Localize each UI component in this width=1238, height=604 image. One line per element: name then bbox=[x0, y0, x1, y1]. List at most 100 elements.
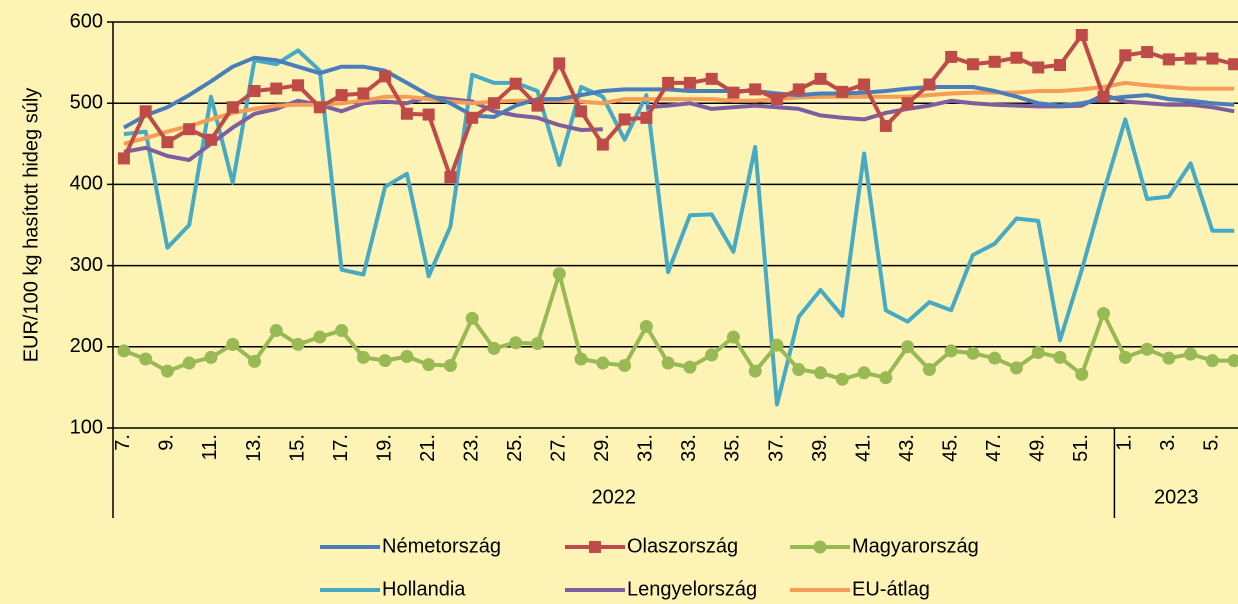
x-tick-label: 33. bbox=[678, 434, 700, 462]
marker bbox=[814, 72, 827, 85]
marker bbox=[857, 366, 871, 380]
marker bbox=[1032, 61, 1045, 74]
marker bbox=[1227, 354, 1238, 368]
marker bbox=[531, 99, 544, 112]
marker bbox=[313, 330, 327, 344]
marker bbox=[531, 337, 545, 351]
marker bbox=[945, 50, 958, 63]
marker bbox=[1228, 58, 1238, 71]
legend-label: Magyarország bbox=[852, 535, 979, 557]
legend-label: Lengyelország bbox=[627, 578, 757, 600]
marker bbox=[400, 107, 413, 120]
marker bbox=[466, 111, 479, 124]
marker bbox=[640, 111, 653, 124]
marker bbox=[575, 105, 588, 118]
x-tick-label: 5. bbox=[1201, 434, 1223, 451]
x-tick-label: 43. bbox=[896, 434, 918, 462]
marker bbox=[270, 82, 283, 95]
x-tick-label: 51. bbox=[1070, 434, 1092, 462]
marker bbox=[117, 344, 131, 358]
marker bbox=[313, 101, 326, 114]
y-tick-label: 300 bbox=[70, 254, 103, 276]
marker bbox=[944, 344, 958, 358]
x-tick-label: 29. bbox=[591, 434, 613, 462]
marker bbox=[248, 354, 262, 368]
y-tick-label: 500 bbox=[70, 91, 103, 113]
marker bbox=[966, 58, 979, 71]
marker bbox=[749, 83, 762, 96]
marker bbox=[117, 152, 130, 165]
x-tick-label: 25. bbox=[504, 434, 526, 462]
marker bbox=[1097, 307, 1111, 321]
marker bbox=[727, 86, 740, 99]
marker bbox=[792, 363, 806, 377]
marker bbox=[1010, 51, 1023, 64]
x-tick-label: 21. bbox=[417, 434, 439, 462]
marker bbox=[966, 346, 980, 360]
marker bbox=[1119, 49, 1132, 62]
marker bbox=[901, 97, 914, 110]
group-label: 2023 bbox=[1154, 486, 1199, 508]
marker bbox=[335, 324, 349, 338]
marker bbox=[204, 350, 218, 364]
marker bbox=[335, 89, 348, 102]
marker bbox=[444, 171, 457, 184]
series-line bbox=[123, 93, 1235, 162]
series-line bbox=[122, 55, 1235, 130]
x-tick-label: 23. bbox=[460, 434, 482, 462]
marker bbox=[1097, 90, 1110, 103]
x-tick-label: 15. bbox=[286, 434, 308, 462]
marker bbox=[836, 85, 849, 98]
marker bbox=[814, 366, 828, 380]
marker bbox=[443, 358, 457, 372]
marker bbox=[835, 372, 849, 386]
marker bbox=[879, 119, 892, 132]
marker bbox=[1141, 46, 1154, 59]
y-tick-label: 600 bbox=[70, 10, 103, 32]
marker bbox=[596, 356, 610, 370]
marker bbox=[356, 350, 370, 364]
marker bbox=[1009, 361, 1023, 375]
marker bbox=[879, 371, 893, 385]
marker bbox=[618, 358, 632, 372]
marker bbox=[182, 356, 196, 370]
marker bbox=[269, 324, 283, 338]
marker bbox=[662, 76, 675, 89]
marker bbox=[291, 337, 305, 351]
marker bbox=[988, 55, 1001, 68]
marker bbox=[183, 123, 196, 136]
marker bbox=[1184, 52, 1197, 65]
legend-label: Olaszország bbox=[627, 535, 738, 557]
marker bbox=[683, 76, 696, 89]
marker bbox=[770, 338, 784, 352]
marker bbox=[487, 97, 500, 110]
marker bbox=[357, 87, 370, 100]
legend-marker bbox=[813, 540, 827, 554]
marker bbox=[379, 70, 392, 83]
marker bbox=[596, 138, 609, 151]
marker bbox=[204, 133, 217, 146]
marker bbox=[726, 330, 740, 344]
marker bbox=[923, 78, 936, 91]
y-tick-label: 400 bbox=[70, 173, 103, 195]
marker bbox=[1075, 367, 1089, 381]
marker bbox=[639, 320, 653, 333]
y-tick-label: 100 bbox=[70, 416, 103, 438]
x-tick-label: 7. bbox=[112, 434, 134, 451]
marker bbox=[1075, 28, 1088, 41]
marker bbox=[683, 360, 697, 374]
marker bbox=[139, 352, 153, 366]
marker bbox=[226, 337, 240, 351]
x-tick-label: 13. bbox=[243, 434, 265, 462]
marker bbox=[618, 113, 631, 126]
marker bbox=[509, 77, 522, 90]
legend-label: Hollandia bbox=[382, 578, 466, 600]
x-tick-label: 9. bbox=[156, 434, 178, 451]
series-line bbox=[122, 33, 1235, 180]
marker bbox=[858, 78, 871, 91]
marker bbox=[1053, 59, 1066, 72]
marker bbox=[422, 108, 435, 121]
marker bbox=[1205, 354, 1219, 368]
marker bbox=[552, 267, 566, 281]
marker bbox=[1206, 52, 1219, 65]
